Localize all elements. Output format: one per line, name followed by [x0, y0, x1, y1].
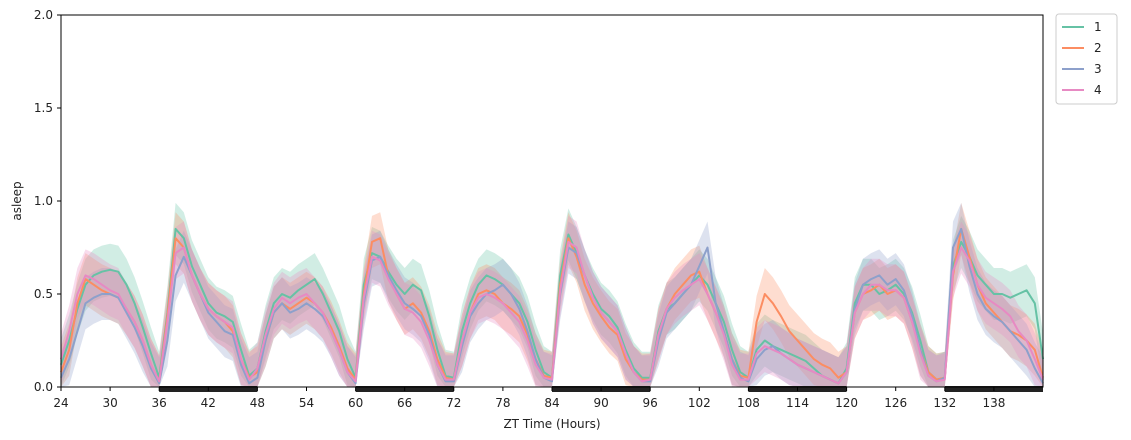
x-tick-label: 78 [495, 396, 510, 410]
legend-box [1055, 13, 1118, 105]
x-tick-label: 84 [544, 396, 559, 410]
series-lines [60, 227, 1044, 385]
x-tick-label: 66 [397, 396, 412, 410]
x-tick-label: 108 [737, 396, 760, 410]
series-4-line [60, 240, 1044, 385]
x-tick-label: 90 [593, 396, 608, 410]
x-tick-label: 36 [152, 396, 167, 410]
x-tick-label: 120 [835, 396, 858, 410]
x-tick-label: 60 [348, 396, 363, 410]
legend-label-2: 2 [1094, 41, 1102, 55]
y-tick-label: 2.0 [34, 8, 53, 22]
y-axis-label: asleep [10, 181, 24, 220]
y-tick-label: 0.5 [34, 287, 53, 301]
x-tick-label: 138 [982, 396, 1005, 410]
legend: 1 2 3 4 [1055, 13, 1118, 105]
x-tick-label: 114 [786, 396, 809, 410]
y-tick-label: 0.0 [34, 380, 53, 394]
y-axis-ticks: 0.0 0.5 1.0 1.5 2.0 [34, 8, 61, 394]
x-tick-label: 72 [446, 396, 461, 410]
x-tick-label: 96 [643, 396, 658, 410]
x-tick-label: 24 [53, 396, 68, 410]
x-tick-label: 102 [688, 396, 711, 410]
x-tick-label: 126 [884, 396, 907, 410]
x-tick-label: 132 [933, 396, 956, 410]
plot-background [61, 15, 1043, 387]
legend-label-3: 3 [1094, 62, 1102, 76]
legend-label-4: 4 [1094, 83, 1102, 97]
y-tick-label: 1.0 [34, 194, 53, 208]
x-tick-label: 30 [102, 396, 117, 410]
series-4-band [61, 215, 1043, 387]
series-3-line [60, 227, 1044, 385]
x-axis-ticks: 24 30 36 42 48 54 60 66 72 78 84 90 96 102 108 114 120 12… [53, 387, 1005, 410]
y-tick-label: 1.5 [34, 101, 53, 115]
x-tick-label: 42 [201, 396, 216, 410]
x-tick-label: 54 [299, 396, 314, 410]
x-tick-label: 48 [250, 396, 265, 410]
x-axis-label: ZT Time (Hours) [503, 417, 600, 431]
legend-label-1: 1 [1094, 20, 1102, 34]
